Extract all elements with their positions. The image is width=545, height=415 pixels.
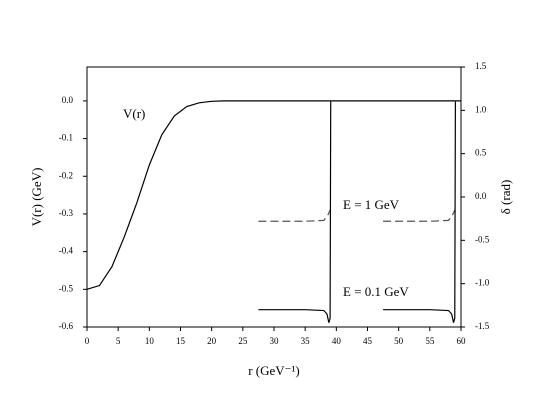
series-label: E = 1 GeV: [343, 197, 400, 212]
y2-tick-label: 0.0: [475, 191, 487, 201]
y-tick-label: -0.4: [59, 246, 74, 256]
x-tick-label: 0: [85, 336, 90, 346]
series-line: [258, 101, 456, 323]
y2-tick-label: -0.5: [475, 234, 490, 244]
y-tick-label: -0.1: [59, 133, 73, 143]
x-tick-label: 5: [116, 336, 121, 346]
y-tick-label: -0.5: [59, 283, 74, 293]
y-axis-title: V(r) (GeV): [29, 168, 44, 227]
series-line: [258, 209, 456, 222]
series-line: [86, 100, 461, 290]
y2-tick-label: 0.5: [475, 148, 487, 158]
series-label: E = 0.1 GeV: [343, 284, 409, 299]
y2-tick-label: 1.0: [475, 104, 487, 114]
x-tick-label: 30: [270, 336, 280, 346]
y-tick-label: -0.3: [59, 208, 74, 218]
x-tick-label: 10: [145, 336, 155, 346]
x-tick-label: 35: [301, 336, 311, 346]
y-tick-label: -0.6: [59, 321, 74, 331]
y-tick-label: -0.2: [59, 170, 73, 180]
y2-tick-label: -1.0: [475, 278, 490, 288]
x-tick-label: 20: [207, 336, 217, 346]
y2-tick-label: -1.5: [475, 321, 490, 331]
y2-tick-label: 1.5: [475, 61, 487, 71]
series-label: V(r): [123, 106, 145, 121]
y2-axis-title: δ (rad): [498, 180, 513, 215]
x-tick-label: 50: [394, 336, 404, 346]
x-axis-title: r (GeV⁻¹): [248, 363, 300, 378]
x-tick-label: 55: [425, 336, 435, 346]
x-tick-label: 40: [332, 336, 342, 346]
x-tick-label: 15: [176, 336, 186, 346]
x-tick-label: 45: [363, 336, 373, 346]
x-tick-label: 60: [457, 336, 467, 346]
y-tick-label: 0.0: [62, 95, 74, 105]
x-tick-label: 25: [238, 336, 248, 346]
